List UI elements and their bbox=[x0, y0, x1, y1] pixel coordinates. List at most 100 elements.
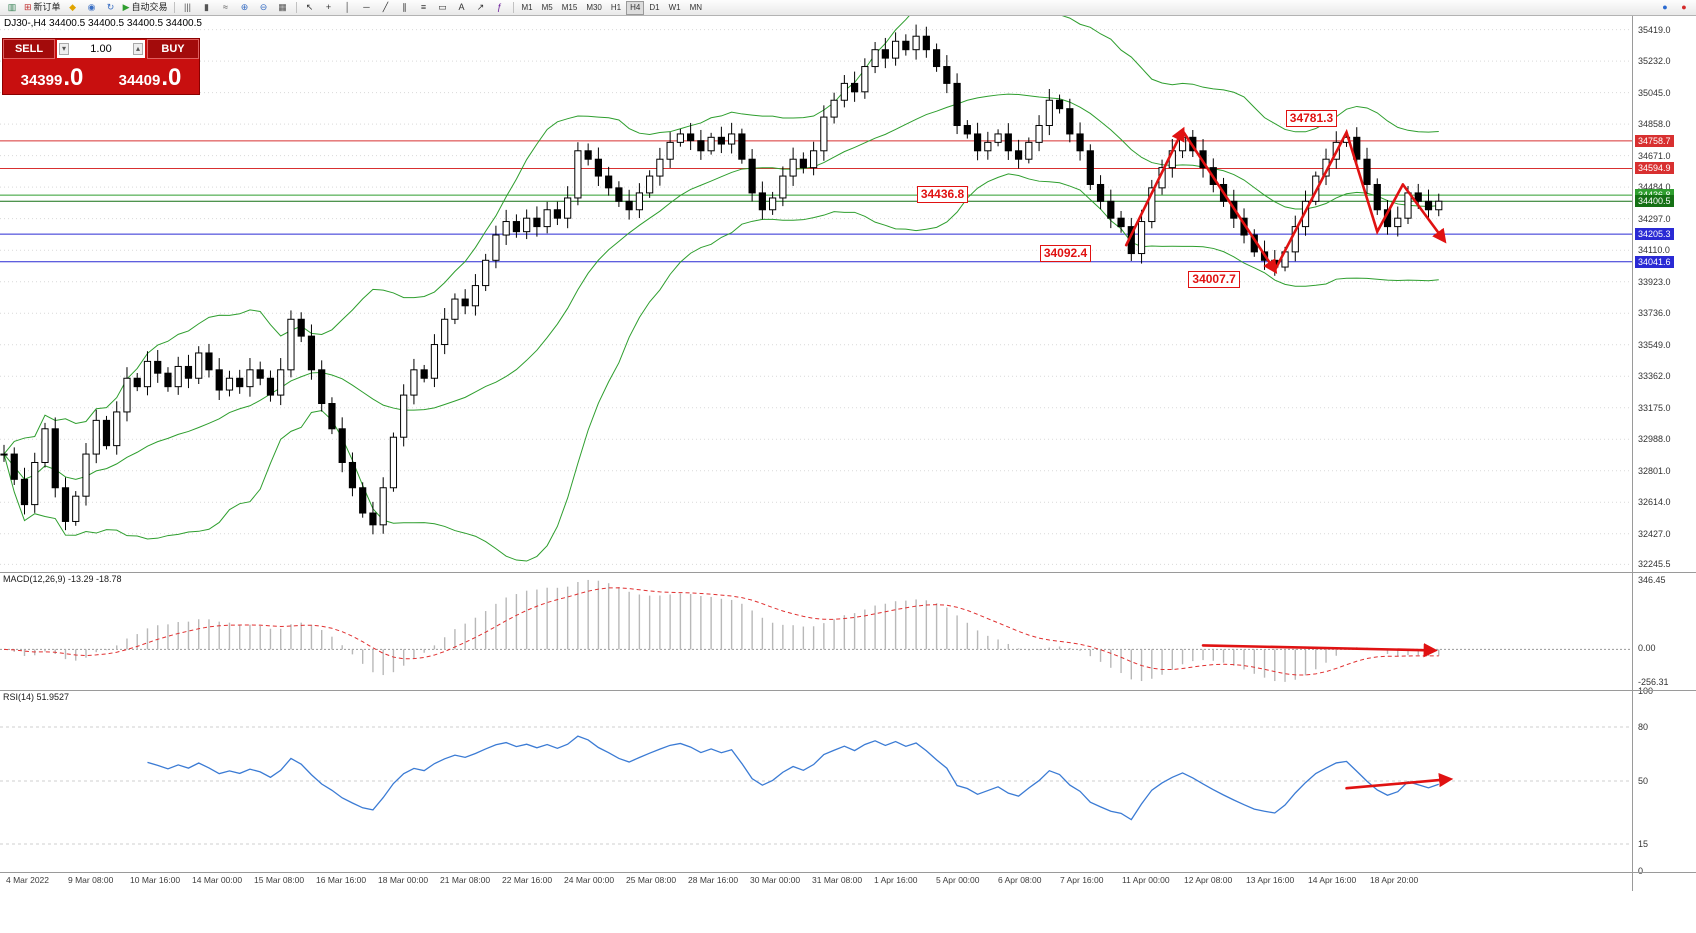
time-axis[interactable]: 4 Mar 2022 9 Mar 08:00 10 Mar 16:00 14 Mar … bbox=[0, 873, 1632, 890]
macd-axis-label: 0.00 bbox=[1638, 643, 1656, 654]
sell-price: 34399.0 bbox=[20, 64, 84, 91]
price-axis-label: 34671.0 bbox=[1638, 150, 1671, 161]
notification-icon[interactable]: ● bbox=[1681, 2, 1687, 12]
time-axis-label: 21 Mar 08:00 bbox=[440, 875, 491, 885]
indicators-icon[interactable]: ƒ bbox=[496, 2, 502, 12]
timeframe-m1-button[interactable]: M1 bbox=[521, 2, 533, 12]
rsi-axis-label: 0 bbox=[1638, 866, 1644, 876]
timeframe-h4-button[interactable]: H4 bbox=[626, 0, 645, 15]
price-axis-label: 32614.0 bbox=[1638, 497, 1671, 508]
price-axis-label: 34484.0 bbox=[1638, 182, 1671, 193]
time-axis-label: 18 Apr 20:00 bbox=[1370, 875, 1419, 885]
cursor-icon[interactable]: ↖ bbox=[305, 2, 314, 12]
price-axis-label: 35419.0 bbox=[1638, 24, 1671, 35]
time-axis-label: 5 Apr 00:00 bbox=[936, 875, 980, 885]
new-chart-icon[interactable]: ▥ bbox=[7, 2, 17, 12]
time-axis-label: 1 Apr 16:00 bbox=[874, 875, 918, 885]
zoom-out-icon[interactable]: ⊖ bbox=[259, 2, 268, 12]
vertical-line-icon[interactable]: │ bbox=[344, 2, 351, 12]
price-axis-label: 33923.0 bbox=[1638, 276, 1671, 287]
volume-value: 1.00 bbox=[90, 43, 112, 55]
rsi-indicator-pane[interactable]: RSI(14) 51.9527 bbox=[0, 691, 1632, 871]
tile-windows-icon[interactable]: ▦ bbox=[278, 2, 287, 12]
price-tag: 34205.3 bbox=[1635, 228, 1674, 241]
time-axis-label: 28 Mar 16:00 bbox=[688, 875, 739, 885]
channel-icon[interactable]: ∥ bbox=[402, 2, 407, 12]
trendline-icon[interactable]: ╱ bbox=[382, 2, 389, 12]
price-annotation[interactable]: 34007.7 bbox=[1188, 270, 1240, 288]
macd-label: MACD(12,26,9) -13.29 -18.78 bbox=[3, 574, 122, 584]
new-order-button[interactable]: ⊞ 新订单 bbox=[24, 2, 61, 12]
time-axis-label: 16 Mar 16:00 bbox=[316, 875, 367, 885]
candlestick-chart[interactable] bbox=[0, 16, 1632, 572]
new-order-button-label: 新订单 bbox=[33, 2, 61, 12]
timeframe-d1-button[interactable]: D1 bbox=[649, 2, 660, 12]
macd-indicator-pane[interactable]: MACD(12,26,9) -13.29 -18.78 bbox=[0, 573, 1632, 690]
zoom-in-icon[interactable]: ⊕ bbox=[240, 2, 249, 12]
time-axis-label: 14 Apr 16:00 bbox=[1308, 875, 1357, 885]
fibonacci-icon[interactable]: ≡ bbox=[420, 2, 427, 12]
time-axis-label: 7 Apr 16:00 bbox=[1060, 875, 1104, 885]
auto-trading-button-label: 自动交易 bbox=[131, 2, 168, 12]
price-axis-label: 34110.0 bbox=[1638, 245, 1670, 256]
time-axis-label: 6 Apr 08:00 bbox=[998, 875, 1042, 885]
time-axis-label: 10 Mar 16:00 bbox=[130, 875, 181, 885]
pane-divider bbox=[0, 872, 1696, 873]
arrow-tool-icon[interactable]: ↗ bbox=[476, 2, 485, 12]
price-axis-label: 32245.5 bbox=[1638, 559, 1671, 570]
pane-divider[interactable] bbox=[0, 572, 1696, 573]
shapes-icon[interactable]: ▭ bbox=[438, 2, 447, 12]
timeframe-m15-button[interactable]: M15 bbox=[561, 2, 578, 12]
horizontal-line-icon[interactable]: ─ bbox=[363, 2, 370, 12]
rsi-axis-label: 50 bbox=[1638, 776, 1649, 786]
rsi-label: RSI(14) 51.9527 bbox=[3, 692, 70, 702]
price-axis-label: 34297.0 bbox=[1638, 213, 1671, 224]
toolbar-separator bbox=[512, 2, 514, 13]
timeframe-mn-button[interactable]: MN bbox=[689, 2, 703, 12]
text-icon[interactable]: A bbox=[458, 2, 465, 12]
pane-divider[interactable] bbox=[0, 690, 1696, 691]
bar-chart-icon[interactable]: ||| bbox=[183, 2, 191, 12]
timeframe-h1-button[interactable]: H1 bbox=[610, 2, 622, 12]
price-tag: 34400.5 bbox=[1635, 195, 1674, 208]
time-axis-label: 25 Mar 08:00 bbox=[626, 875, 677, 885]
price-annotation[interactable]: 34436.8 bbox=[916, 186, 969, 204]
line-chart-icon[interactable]: ≈ bbox=[223, 2, 228, 12]
time-axis-label: 14 Mar 00:00 bbox=[192, 875, 243, 885]
profile-icon[interactable]: ◉ bbox=[87, 2, 96, 12]
toolbar-separator bbox=[173, 2, 175, 13]
price-tag: 34041.6 bbox=[1635, 255, 1674, 268]
time-axis-label: 4 Mar 2022 bbox=[6, 875, 49, 885]
toolbar-separator bbox=[295, 2, 297, 13]
time-axis-label: 24 Mar 00:00 bbox=[564, 875, 615, 885]
time-axis-label: 11 Apr 00:00 bbox=[1122, 875, 1170, 885]
price-axis-label: 33362.0 bbox=[1638, 371, 1671, 382]
buy-button[interactable]: BUY bbox=[147, 39, 199, 59]
refresh-icon[interactable]: ↻ bbox=[106, 2, 115, 12]
time-axis-label: 18 Mar 00:00 bbox=[378, 875, 429, 885]
volume-up-button[interactable]: ▴ bbox=[132, 43, 143, 55]
volume-field[interactable]: ▾ 1.00 ▴ bbox=[57, 40, 145, 58]
timeframe-w1-button[interactable]: W1 bbox=[668, 2, 681, 12]
price-axis-label: 32988.0 bbox=[1638, 434, 1671, 445]
time-axis-label: 31 Mar 08:00 bbox=[812, 875, 863, 885]
auto-trading-button[interactable]: ▶ 自动交易 bbox=[122, 2, 168, 12]
main-toolbar: ▥ ⊞ 新订单 ◆ ◉ ↻ ▶ 自动交易 ||| ▮ ≈ ⊕ ⊖ ▦ ↖ + │ ─ ╱ ∥ ≡ ▭ A ↗ ƒ M1 M5 M15 M… bbox=[0, 0, 1696, 16]
crosshair-icon[interactable]: + bbox=[325, 2, 332, 12]
price-axis-label: 32801.0 bbox=[1638, 465, 1671, 476]
price-annotation[interactable]: 34781.3 bbox=[1285, 109, 1338, 127]
timeframe-m30-button[interactable]: M30 bbox=[586, 2, 602, 12]
price-axis-label: 32427.0 bbox=[1638, 528, 1671, 539]
rsi-axis-label: 100 bbox=[1638, 686, 1654, 696]
timeframe-m5-button[interactable]: M5 bbox=[541, 2, 553, 12]
search-icon[interactable]: ● bbox=[1662, 2, 1668, 12]
sell-button[interactable]: SELL bbox=[3, 39, 55, 59]
volume-down-button[interactable]: ▾ bbox=[59, 43, 70, 55]
price-axis[interactable]: 35419.0 35232.0 35045.0 34858.0 34671.0 34484… bbox=[1632, 16, 1695, 891]
candlestick-chart-icon[interactable]: ▮ bbox=[204, 2, 209, 12]
macd-axis-label: -256.31 bbox=[1638, 677, 1669, 687]
time-axis-label: 13 Apr 16:00 bbox=[1246, 875, 1295, 885]
metaquotes-icon[interactable]: ◆ bbox=[69, 2, 77, 12]
main-chart-pane[interactable]: DJ30-,H4 34400.5 34400.5 34400.5 34400.5… bbox=[0, 16, 1632, 572]
price-annotation[interactable]: 34092.4 bbox=[1039, 245, 1092, 263]
